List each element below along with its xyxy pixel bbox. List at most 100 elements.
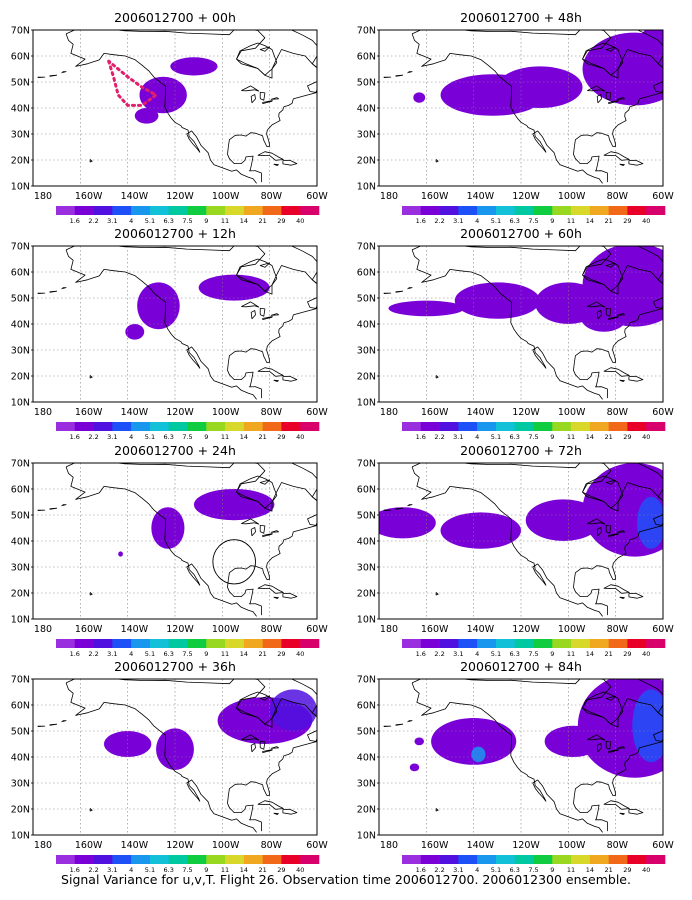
coastline [241,518,260,525]
colorbar-level-label: 11 [221,217,229,225]
colorbar-swatch [552,639,572,648]
colorbar-swatch [93,206,113,215]
colorbar-level-label: 29 [623,650,631,658]
colorbar-swatch [627,422,647,431]
colorbar-level-label: 1.6 [70,866,80,874]
y-tick-label: 40N [11,537,30,548]
coastline [435,592,439,596]
coastline [628,375,644,382]
colorbar-level-label: 21 [605,217,613,225]
colorbar-level-label: 14 [586,217,594,225]
colorbar-level-label: 3.1 [453,650,463,658]
coastline [262,316,273,320]
x-tick-label: 180 [380,840,398,851]
coastline [65,463,317,512]
coastline [653,81,663,93]
coastline [311,488,317,502]
colorbar-level-label: 11 [221,433,229,441]
y-tick-label: 20N [11,589,30,600]
colorbar-level-label: 3.1 [453,866,463,874]
panel-title: 2006012700 + 72h [460,443,582,458]
coastline [270,530,280,533]
colorbar-level-label: 4 [129,650,133,658]
colorbar-swatch [56,855,76,864]
colorbar-swatch [131,206,151,215]
x-tick-label: 180 [380,407,398,418]
y-tick-label: 70N [357,459,376,470]
colorbar-swatch [112,422,132,431]
colorbar-swatch [149,639,170,648]
coastline [395,723,404,726]
colorbar-swatch [149,422,170,431]
panel-title: 2006012700 + 60h [460,226,582,241]
colorbar-level-label: 9 [204,650,208,658]
colorbar-swatch [439,206,459,215]
coastline [259,525,266,534]
coastline [61,71,67,74]
y-tick-label: 60N [357,52,376,63]
coastline [395,290,404,293]
coastline [596,310,602,320]
colorbar-swatch [514,639,534,648]
colorbar-level-label: 2.2 [88,217,98,225]
x-tick-label: 120W [166,624,194,635]
coastline [250,246,317,262]
coastline [273,596,279,599]
colorbar-level-label: 4 [475,217,479,225]
coastline [653,297,663,309]
variance-contour-region [440,512,521,549]
coastline [61,287,67,290]
coastline [241,734,260,741]
coastline [573,92,663,183]
coastline [605,741,612,750]
colorbar-swatch [477,206,497,215]
colorbar-swatch [187,639,207,648]
colorbar-swatch [533,422,553,431]
colorbar-level-label: 14 [240,650,248,658]
colorbar-swatch [225,639,245,648]
coastline [628,159,644,166]
variance-contour-region [582,32,663,106]
figure-caption: Signal Variance for u,v,T. Flight 26. Ob… [61,872,631,887]
flight-track [107,59,159,107]
coastline [407,504,413,507]
variance-contour-region [582,463,663,557]
colorbar-level-label: 6.3 [164,866,174,874]
x-tick-label: 120W [512,191,540,202]
coastline [587,518,606,525]
colorbar-swatch [243,422,263,431]
colorbar-swatch [533,206,553,215]
x-tick-label: 120W [166,840,194,851]
x-tick-label: 120W [166,407,194,418]
y-tick-label: 20N [11,372,30,383]
colorbar-level-label: 5.1 [491,217,501,225]
colorbar-level-label: 21 [259,433,267,441]
coastline [411,30,663,79]
colorbar-swatch [206,206,226,215]
panel-title: 2006012700 + 84h [460,659,582,674]
colorbar-swatch [168,422,188,431]
colorbar-swatch [571,206,591,215]
colorbar-swatch [402,206,422,215]
y-tick-label: 10N [357,615,376,626]
variance-contour-region [379,507,436,539]
colorbar-level-label: 5.1 [491,866,501,874]
variance-contour-region [137,282,180,330]
y-tick-label: 70N [357,242,376,253]
coastline [89,808,93,812]
coastline [307,514,317,526]
colorbar-swatch [225,422,245,431]
colorbar-swatch [646,206,666,215]
y-tick-label: 70N [357,26,376,37]
coastline [582,42,624,76]
x-tick-label: 60W [306,624,328,635]
coastline [311,271,317,285]
coastline [227,92,317,183]
colorbar-level-label: 4 [475,433,479,441]
colorbar-level-label: 4 [129,433,133,441]
colorbar-level-label: 5.1 [145,866,155,874]
colorbar-level-label: 9 [550,866,554,874]
panel-title: 2006012700 + 36h [114,659,236,674]
coastline [61,720,67,723]
coastline [65,679,317,728]
